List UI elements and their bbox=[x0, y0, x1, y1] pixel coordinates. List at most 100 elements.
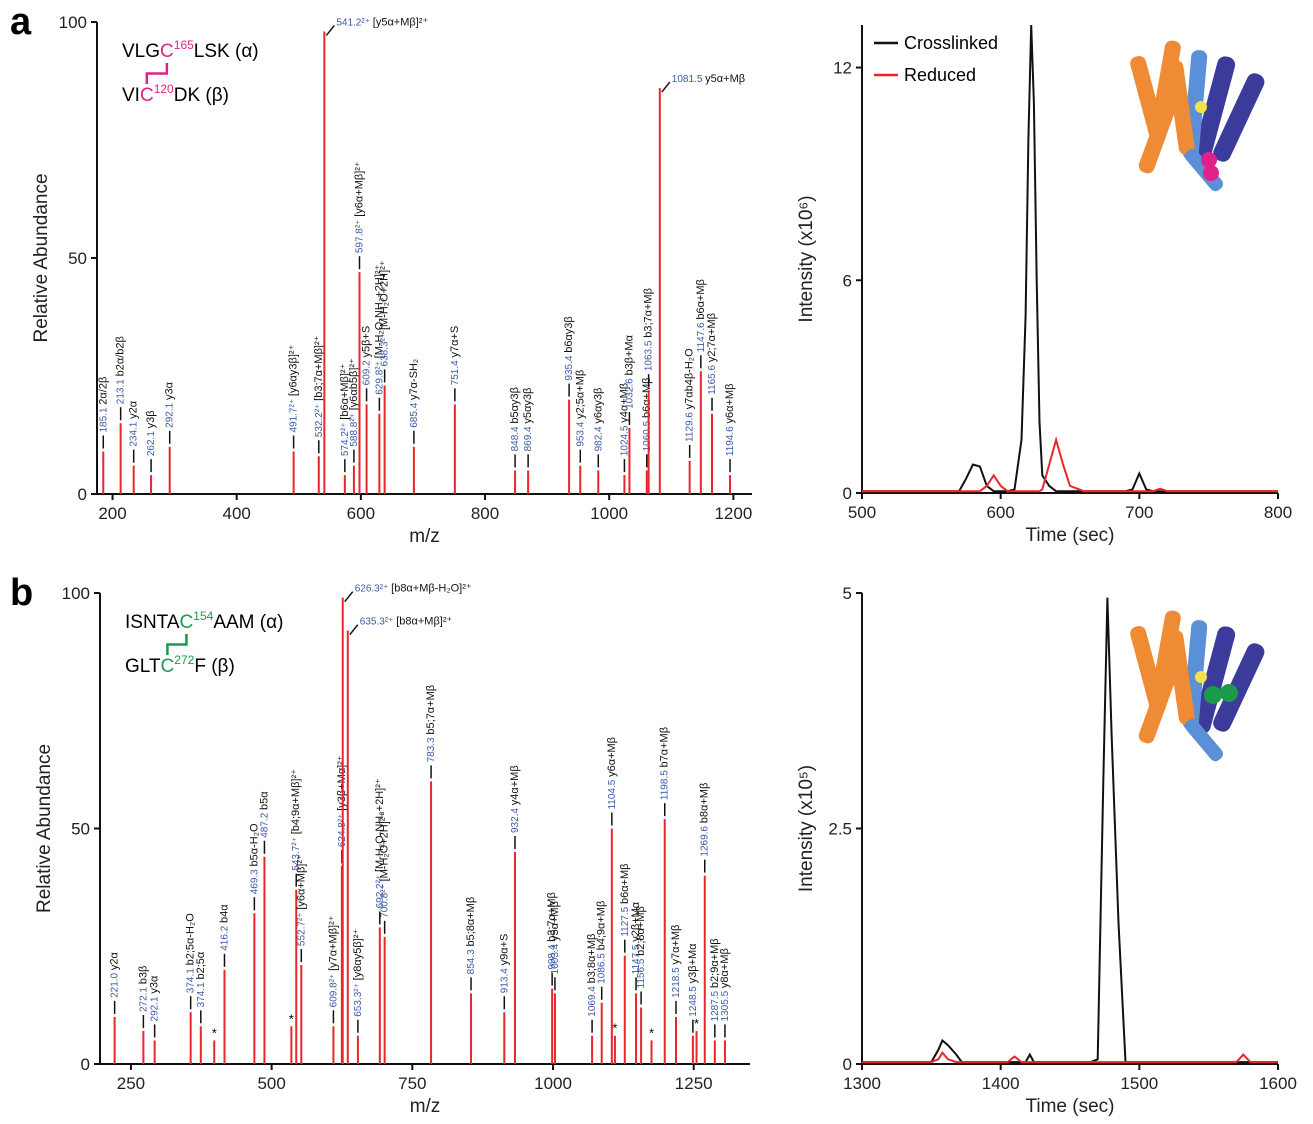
peak-annotation: 1248.5 y3β+Mα bbox=[687, 943, 699, 1017]
mz-label: 1218.5 bbox=[671, 967, 682, 998]
peak-annotation: 543.7²⁺ [b4;9α+Mβ]²⁺ bbox=[290, 769, 302, 871]
mz-label: 1060.5 bbox=[642, 420, 653, 451]
peak-marker: * bbox=[694, 1016, 699, 1031]
ion-label: [M-H₂O+2H]²⁺ bbox=[379, 260, 391, 330]
peak-annotation: 374.1 b2;5α-H₂O bbox=[185, 913, 197, 993]
y-tick-label: 50 bbox=[71, 820, 90, 839]
mz-label: 935.4 bbox=[564, 355, 575, 380]
mz-label: 854.3 bbox=[466, 949, 477, 974]
ion-label: b2;5α bbox=[195, 951, 207, 979]
panel-label: a bbox=[10, 1, 32, 43]
peak-annotation: 1147.6 b6α+Mβ bbox=[695, 279, 707, 352]
peak-annotation: 552.7²⁺ [y6α+Mβ]²⁺ bbox=[295, 854, 307, 946]
series-line bbox=[862, 436, 1278, 493]
ion-label: b5αy3β bbox=[509, 387, 521, 424]
mz-label: 692.2²⁺ bbox=[375, 875, 386, 909]
peak-annotation: 1147.5 y2β+Mα bbox=[630, 901, 642, 974]
mz-label: 532.2²⁺ bbox=[314, 404, 325, 438]
ion-label: [b3;7α+Mβ]²⁺ bbox=[313, 335, 325, 400]
crosslink-residue: C bbox=[180, 612, 194, 633]
x-tick-label: 600 bbox=[986, 503, 1014, 522]
peak-annotation: 1305.5 y8α+Mβ bbox=[719, 948, 731, 1021]
ion-label: b3;7α+Mβ bbox=[546, 892, 558, 942]
x-tick-label: 500 bbox=[848, 503, 876, 522]
ion-label: b3;8α+Mβ bbox=[586, 934, 598, 984]
peak-annotation: 1156.5 b2;8α+Mβ bbox=[635, 906, 647, 988]
ion-label: b3β bbox=[137, 966, 149, 985]
leader-line bbox=[325, 24, 335, 36]
ion-label: [M-H₂O-NH₃+2H]²⁺ bbox=[373, 264, 385, 358]
mz-label: 574.2²⁺ bbox=[340, 422, 351, 456]
leader-line bbox=[661, 81, 671, 93]
crosslink-site: 272 bbox=[174, 653, 194, 667]
peak-annotation: 998.4 b3;7α+Mβ bbox=[546, 892, 558, 970]
leader-line bbox=[344, 591, 354, 603]
mz-label: 1032.6 bbox=[624, 378, 635, 409]
ion-label: [y6α+Mβ]²⁺ bbox=[353, 161, 365, 217]
peptide-part: VLG bbox=[122, 41, 160, 62]
ion-label: y4α+Mβ bbox=[509, 765, 521, 805]
mz-label: 1024.5 bbox=[619, 425, 630, 456]
ion-label: [b6α+Mβ]²⁺ bbox=[339, 363, 351, 419]
mz-label: 1063.5 bbox=[644, 340, 655, 371]
mz-label: 1104.5 bbox=[607, 779, 618, 809]
ion-label: [b8α+Mβ-H₂O]²⁺ bbox=[391, 583, 472, 595]
ion-label: b6α+Mβ bbox=[641, 378, 653, 419]
ion-label: [M-H₂O-NH₃+2H]²⁺ bbox=[374, 778, 386, 872]
mz-label: 1248.5 bbox=[688, 986, 699, 1017]
mz-label: 374.1 bbox=[186, 968, 197, 993]
mz-label: 1003.4 bbox=[550, 943, 561, 974]
x-tick-label: 700 bbox=[1125, 503, 1153, 522]
x-tick-label: 1300 bbox=[843, 1074, 881, 1093]
mz-label: 1127.5 bbox=[620, 906, 631, 936]
ion-label: y3β+Mα bbox=[687, 943, 699, 984]
peak-annotation: 1024.5 y4α+Mβ bbox=[618, 383, 630, 456]
x-tick-label: 200 bbox=[98, 504, 126, 523]
peak-annotation: 609.2 y5β+S bbox=[361, 326, 373, 386]
peak-annotation: 487.2 b5α bbox=[258, 791, 270, 838]
peptide-part: VI bbox=[122, 85, 140, 106]
peak-annotation: 532.2²⁺ [b3;7α+Mβ]²⁺ bbox=[313, 335, 325, 437]
y-tick-label: 0 bbox=[843, 484, 852, 503]
peptide-part: LSK (α) bbox=[194, 41, 259, 62]
mz-label: 272.1 bbox=[138, 987, 149, 1012]
mz-label: 1147.6 bbox=[696, 322, 707, 352]
x-tick-label: 500 bbox=[257, 1074, 285, 1093]
ion-label: y5β+S bbox=[361, 326, 373, 358]
ion-label: b2;8α+Mβ bbox=[635, 906, 647, 956]
peak-annotation: 1086.5 b4;9α+Mβ bbox=[596, 901, 608, 984]
peak-annotation: 292.1 y3α bbox=[149, 975, 161, 1021]
peak-annotation: 1060.5 b6α+Mβ bbox=[641, 378, 653, 452]
ion-label: y8α+Mβ bbox=[719, 948, 731, 988]
ion-label: b3β+Mα bbox=[623, 334, 635, 375]
peak-annotation: 1269.6 b8α+Mβ bbox=[699, 783, 711, 857]
ion-label: b5;7α+Mβ bbox=[425, 685, 437, 735]
y-tick-label: 0 bbox=[81, 1055, 90, 1074]
mz-label: 1081.5 bbox=[672, 74, 703, 85]
peak-annotation: 1081.5 y5α+Mβ bbox=[672, 73, 745, 85]
peak-annotation: 848.4 b5αy3β bbox=[509, 387, 521, 451]
peak-annotation: 541.2²⁺ [y5α+Mβ]²⁺ bbox=[336, 16, 428, 28]
x-tick-label: 800 bbox=[471, 504, 499, 523]
mz-label: 653.3²⁺ bbox=[353, 983, 364, 1017]
x-tick-label: 250 bbox=[117, 1074, 145, 1093]
mz-label: 1269.6 bbox=[700, 826, 711, 857]
crosslink-bracket bbox=[166, 634, 188, 655]
x-tick-label: 1000 bbox=[534, 1074, 572, 1093]
ion-label: b2;9α+Mβ bbox=[709, 938, 721, 988]
peak-annotation: 1218.5 y7α+Mβ bbox=[670, 925, 682, 998]
ion-label: y6α+Mβ bbox=[606, 737, 618, 777]
x-tick-label: 1500 bbox=[1120, 1074, 1158, 1093]
x-tick-label: 600 bbox=[347, 504, 375, 523]
mz-label: 541.2²⁺ bbox=[336, 17, 370, 28]
mz-label: 1198.5 bbox=[660, 770, 671, 800]
peak-annotation: 626.3²⁺ [b8α+Mβ-H₂O]²⁺ bbox=[355, 583, 472, 595]
mz-label: 700.8²⁺ bbox=[380, 884, 391, 918]
ion-label: [y6α+Mβ]²⁺ bbox=[295, 854, 307, 910]
peak-annotation: 685.4 y7α-SH₂ bbox=[408, 359, 420, 428]
peak-marker: * bbox=[212, 1025, 217, 1040]
crosslink-bracket bbox=[145, 63, 169, 84]
ion-label: b5;8α+Mβ bbox=[465, 897, 477, 947]
peak-annotation: 1127.5 b6α+Mβ bbox=[619, 864, 631, 937]
